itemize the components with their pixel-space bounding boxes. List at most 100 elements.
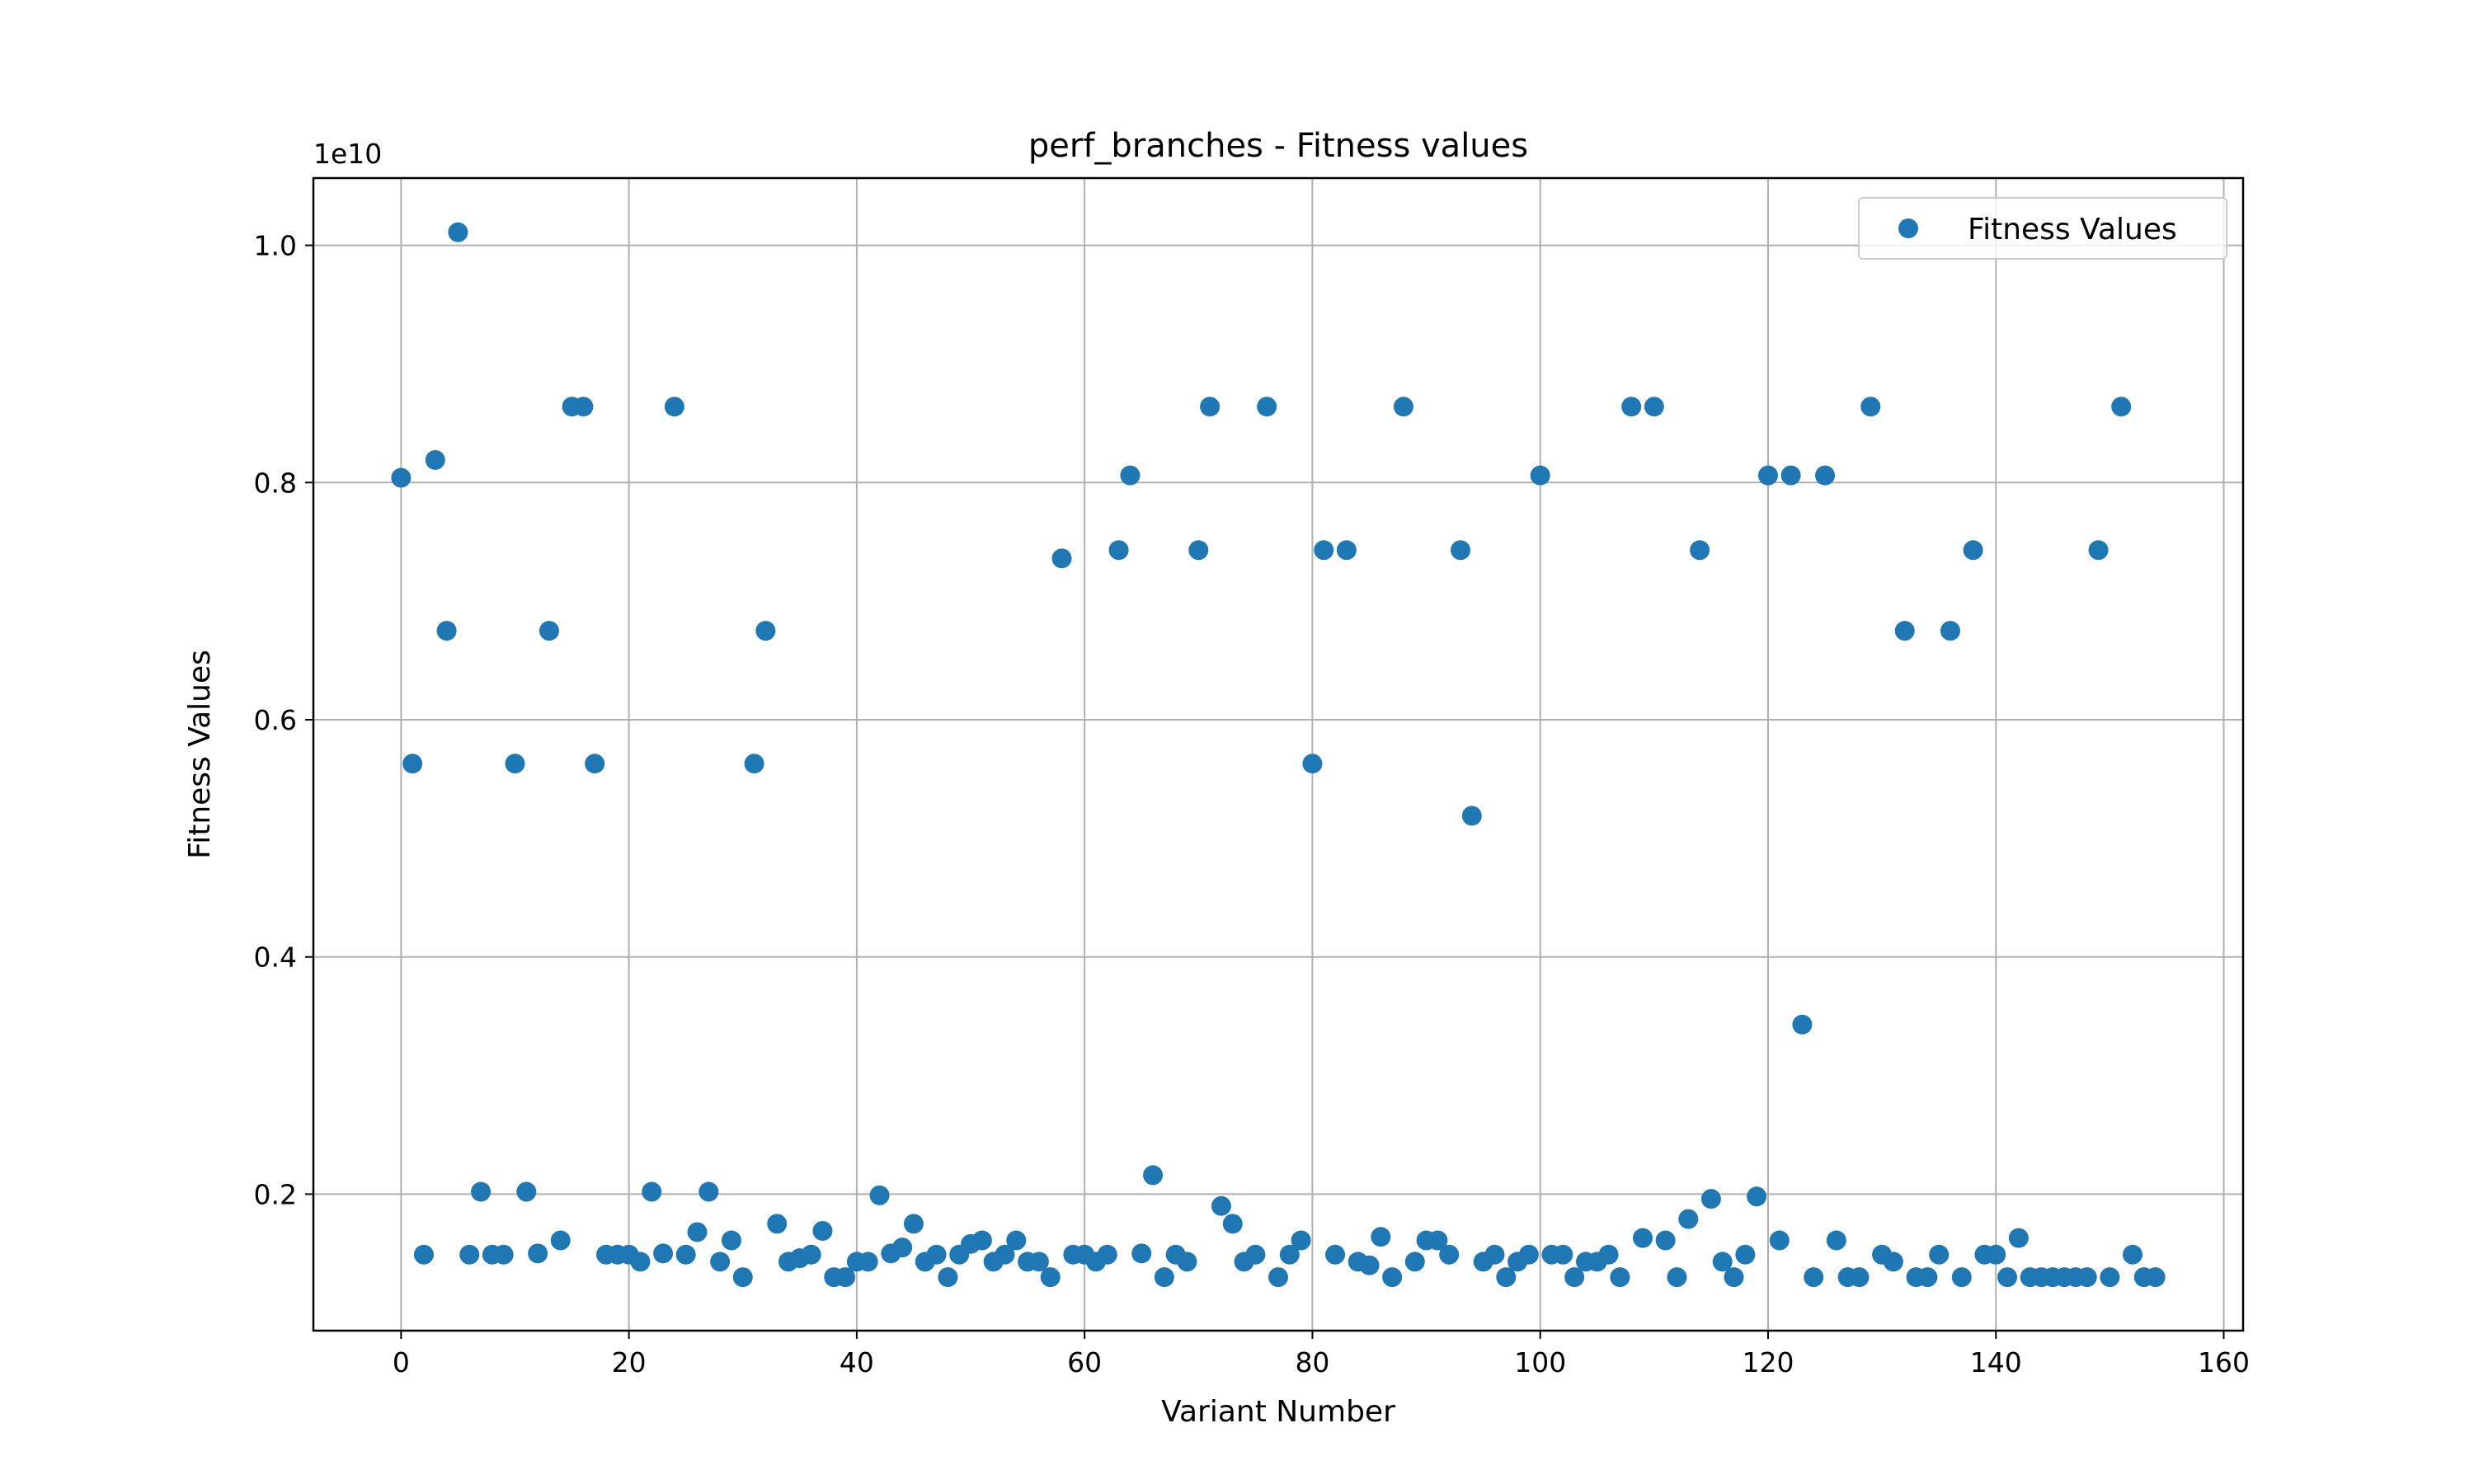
data-point (1200, 397, 1221, 417)
data-point (1268, 1267, 1288, 1288)
axis-ticks: 0 20 40 60 80 100 120 140 160 0.2 0.4 0.6 0.8 1.0 (254, 230, 2251, 1378)
data-point (1667, 1267, 1687, 1288)
data-point (1496, 1267, 1517, 1288)
data-point (1439, 1244, 1460, 1265)
data-point (1143, 1165, 1164, 1186)
y-tick-label: 0.4 (254, 942, 297, 974)
data-point (2077, 1267, 2097, 1288)
data-point (1986, 1244, 2006, 1265)
grid (313, 178, 2243, 1331)
data-point (1747, 1186, 1767, 1207)
data-point (1006, 1230, 1027, 1251)
data-point (995, 1244, 1015, 1265)
y-tick-label: 1.0 (254, 230, 297, 262)
data-point (1792, 1014, 1813, 1035)
data-point (391, 467, 412, 488)
data-point (1610, 1267, 1630, 1288)
data-point (675, 1244, 696, 1265)
data-point (721, 1230, 741, 1251)
data-point (812, 1221, 833, 1242)
data-point (1051, 548, 1072, 569)
data-point (1712, 1252, 1733, 1272)
data-point (835, 1267, 856, 1288)
data-point (1700, 1189, 1721, 1209)
data-point (550, 1230, 571, 1251)
data-point (436, 621, 457, 641)
data-point (1108, 540, 1129, 561)
data-point (1997, 1267, 2018, 1288)
data-point (1451, 540, 1471, 561)
data-point (1815, 465, 1836, 486)
data-point (1154, 1267, 1174, 1288)
data-point (1131, 1243, 1152, 1264)
data-point (732, 1267, 753, 1288)
data-point (1644, 397, 1664, 417)
data-point (767, 1214, 788, 1234)
data-point (1655, 1230, 1676, 1251)
data-point (1678, 1209, 1699, 1229)
data-point (425, 449, 445, 470)
data-point (1530, 465, 1550, 486)
legend-box (1858, 197, 2227, 260)
data-point (755, 621, 776, 641)
data-point (1120, 465, 1141, 486)
data-point (1849, 1267, 1870, 1288)
data-point (892, 1237, 913, 1258)
data-point (1177, 1252, 1197, 1272)
data-point (1211, 1195, 1231, 1216)
data-point (1917, 1267, 1938, 1288)
data-point (573, 397, 594, 417)
data-point (1757, 465, 1778, 486)
data-point (1940, 621, 1960, 641)
data-point (1963, 540, 1983, 561)
x-axis-label: Variant Number (1161, 1395, 1395, 1429)
data-point (516, 1181, 537, 1202)
chart-title: perf_branches - Fitness values (1028, 127, 1528, 165)
data-point (2145, 1267, 2166, 1288)
y-axis-label: Fitness Values (183, 650, 217, 859)
data-point (1564, 1267, 1585, 1288)
data-point (1860, 397, 1881, 417)
data-point (1371, 1227, 1391, 1247)
x-tick-label: 60 (1067, 1346, 1102, 1378)
data-point (493, 1244, 514, 1265)
data-point (1245, 1244, 1266, 1265)
x-tick-label: 120 (1742, 1346, 1794, 1378)
data-point (1724, 1267, 1744, 1288)
data-point (1404, 1252, 1425, 1272)
data-point (1302, 754, 1323, 774)
data-point (1598, 1244, 1619, 1265)
y-tick-label: 0.2 (254, 1178, 297, 1210)
data-point (1518, 1244, 1539, 1265)
data-point (1257, 397, 1277, 417)
data-point (2088, 540, 2109, 561)
x-tick-label: 160 (2198, 1346, 2250, 1378)
data-point (1097, 1244, 1117, 1265)
data-point (1780, 465, 1801, 486)
data-point (1553, 1244, 1573, 1265)
x-tick-label: 20 (612, 1346, 647, 1378)
data-point (1427, 1230, 1448, 1251)
data-point (413, 1244, 434, 1265)
data-point (1894, 621, 1915, 641)
data-point (630, 1252, 651, 1272)
data-point (1621, 397, 1642, 417)
data-point (448, 222, 468, 242)
data-point (1804, 1267, 1824, 1288)
data-point (459, 1244, 480, 1265)
data-point (1222, 1214, 1243, 1234)
data-point (1382, 1267, 1403, 1288)
data-point (2111, 397, 2132, 417)
x-tick-label: 40 (840, 1346, 874, 1378)
data-point (869, 1185, 890, 1205)
data-point (505, 754, 525, 774)
data-point (687, 1222, 708, 1242)
data-point (698, 1181, 719, 1202)
x-tick-label: 0 (393, 1346, 410, 1378)
data-point (1929, 1244, 1950, 1265)
data-point (2008, 1228, 2029, 1248)
x-tick-label: 80 (1295, 1346, 1329, 1378)
data-point (1314, 540, 1334, 561)
data-point (402, 754, 423, 774)
